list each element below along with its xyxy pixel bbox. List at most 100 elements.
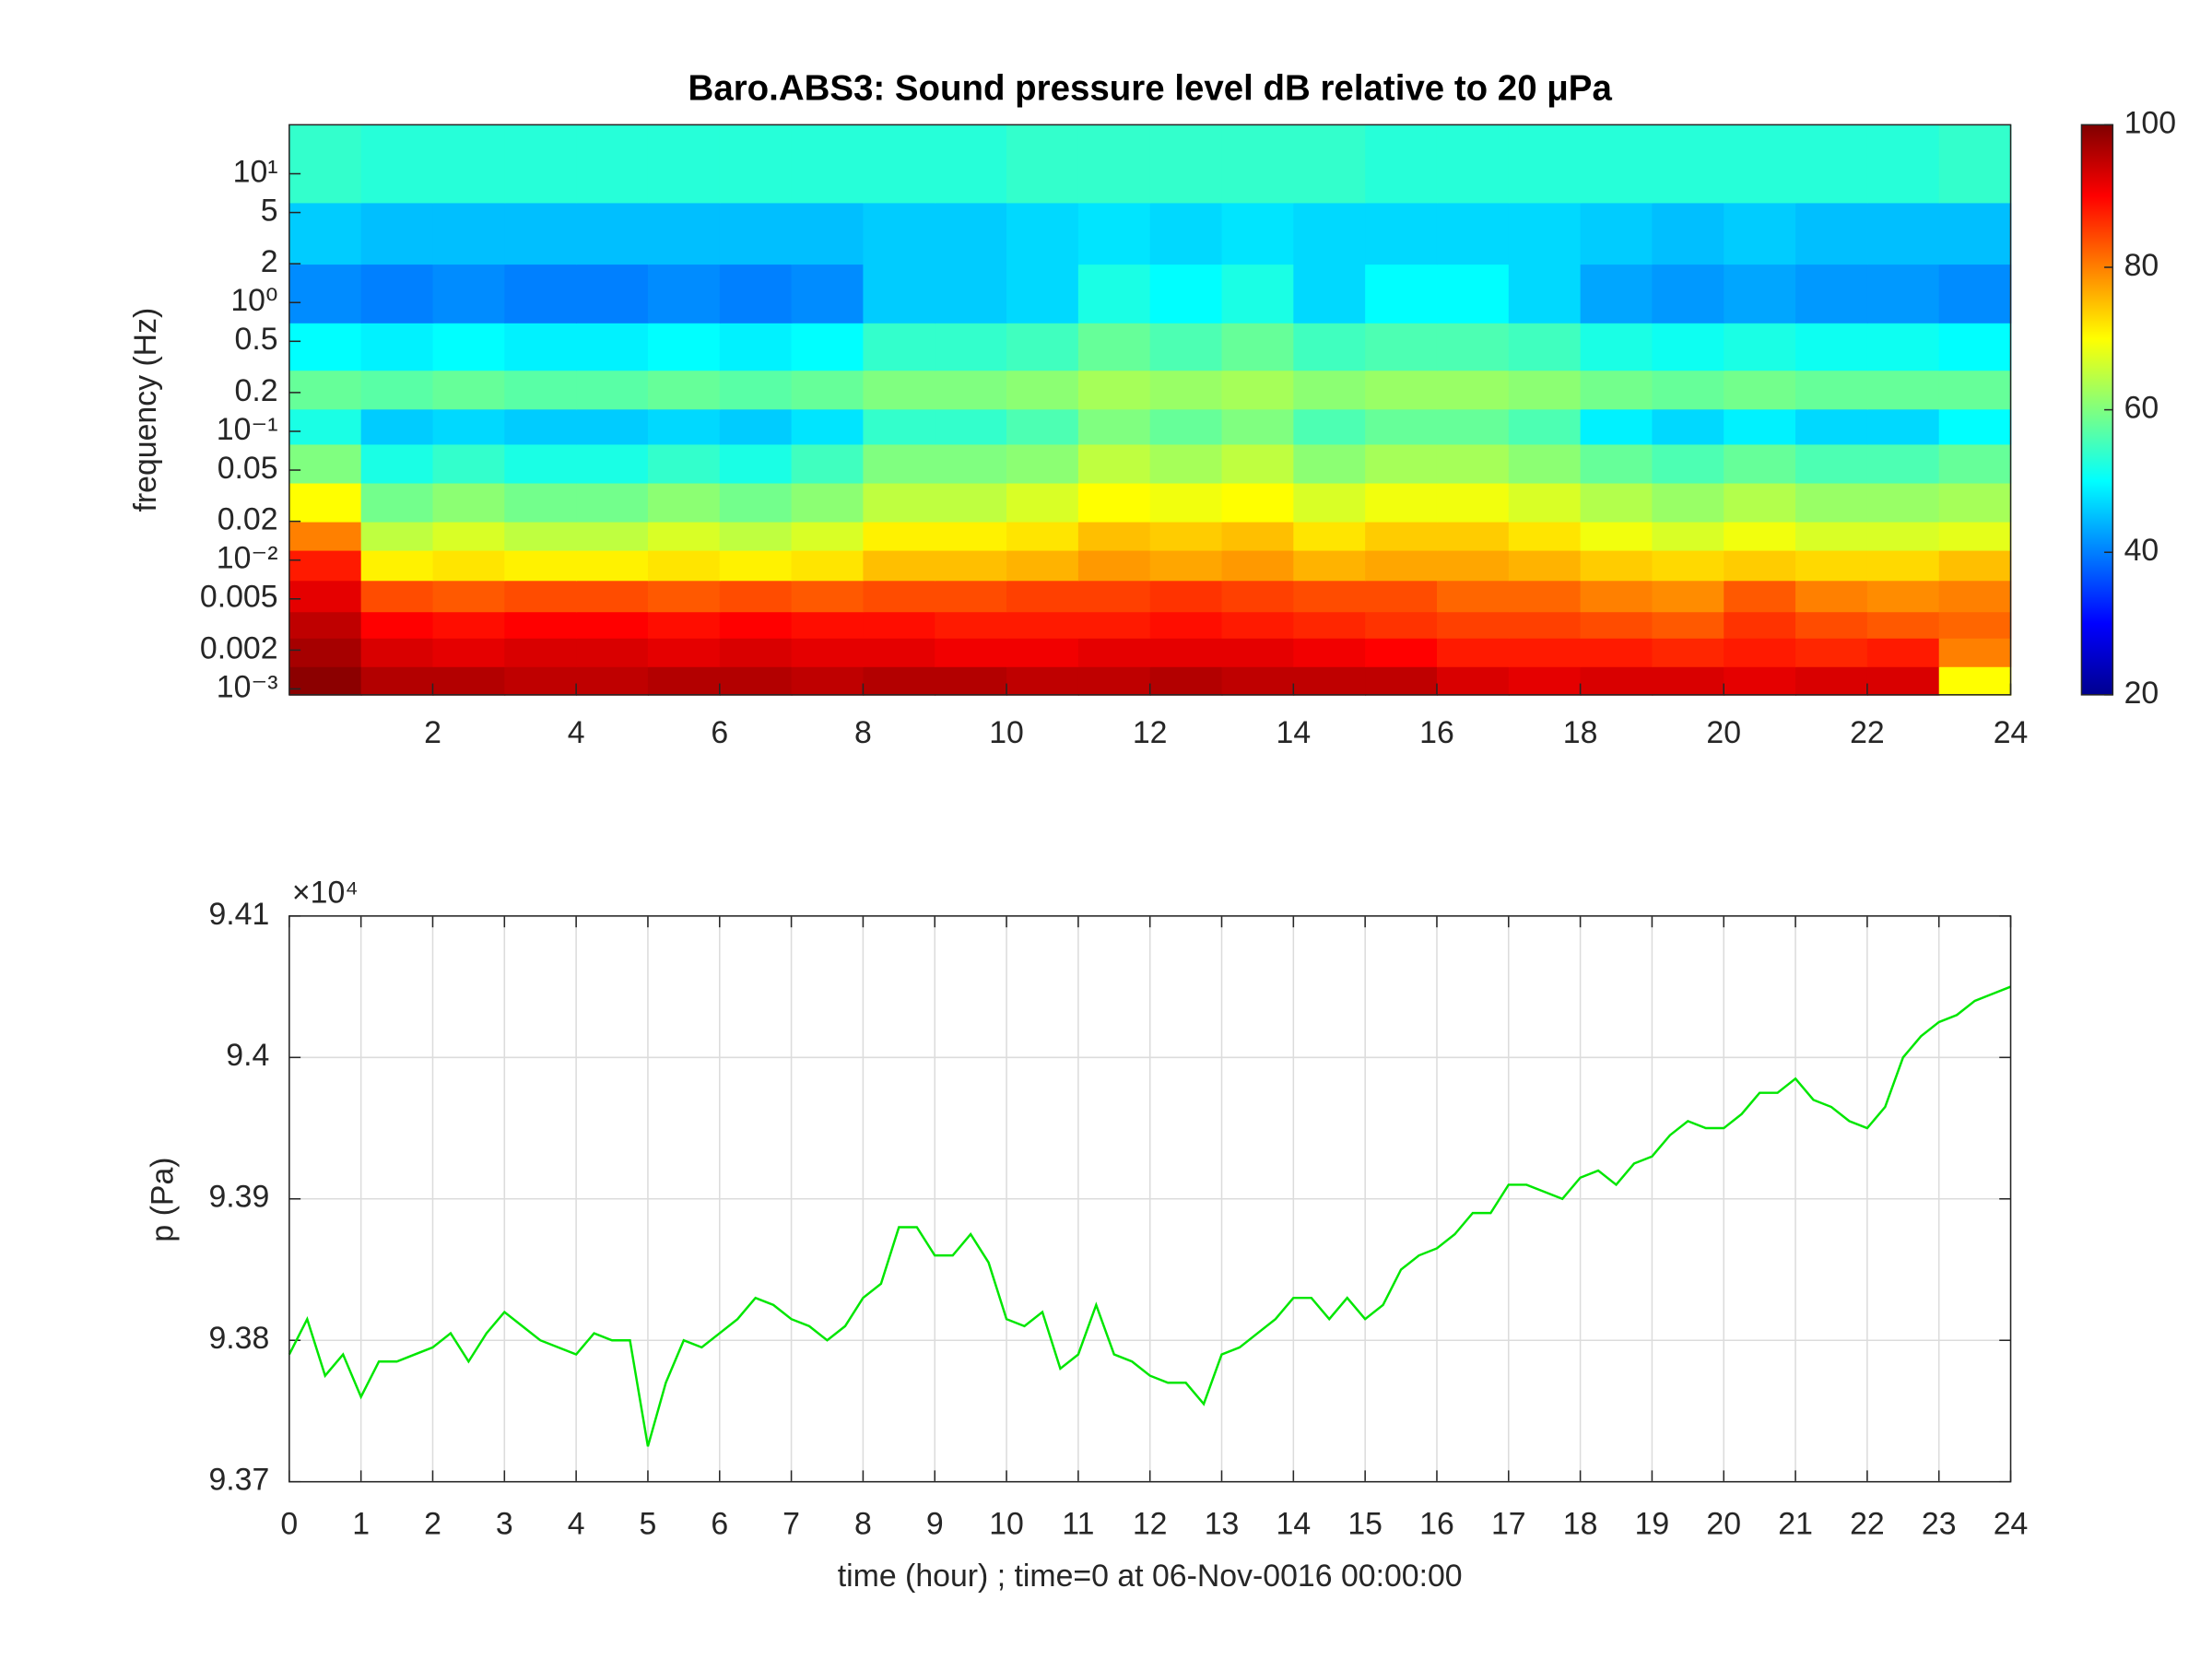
x-tick-label: 7 [782,1506,800,1541]
x-tick-label: 12 [1133,715,1168,750]
cell [1293,408,1367,445]
cell [647,611,721,639]
cell [1077,443,1151,484]
cell [1795,264,1868,324]
cell [1436,124,1510,204]
cell [1866,370,1940,410]
cell [1006,665,1079,696]
cell [1938,408,2012,445]
y-tick-label: 9.4 [226,1038,269,1073]
cell [1365,665,1438,696]
cell [360,580,434,613]
cell [1006,637,1079,667]
cell [576,443,649,484]
cell [1866,482,1940,523]
cell [791,408,865,445]
cell [1724,521,1796,551]
cell [1580,370,1653,410]
cell [1221,370,1295,410]
y-tick-label: 9.38 [208,1321,269,1356]
cell [1652,521,1725,551]
cell [1938,549,2012,582]
x-tick-label: 6 [711,715,728,750]
cell [719,322,793,371]
cell [504,322,578,371]
cell [1508,549,1582,582]
cell [1580,322,1653,371]
cell [1652,549,1725,582]
cell [576,521,649,551]
cell [1221,665,1295,696]
cell [1652,482,1725,523]
cell [1149,521,1223,551]
cell [504,580,578,613]
cell [360,322,434,371]
x-tick-label: 20 [1706,715,1741,750]
x-tick-label: 16 [1419,1506,1454,1541]
cell [647,549,721,582]
x-tick-label: 3 [496,1506,513,1541]
cell [719,637,793,667]
x-tick-label: 24 [1994,715,2029,750]
cell [1795,202,1868,265]
cell [863,580,936,613]
cell [1652,443,1725,484]
cell [1652,580,1725,613]
cell [791,264,865,324]
cell [647,580,721,613]
cell [863,322,936,371]
cell [1580,202,1653,265]
cell [504,665,578,696]
x-tick-label: 10 [989,715,1024,750]
cell [1436,482,1510,523]
cell [863,408,936,445]
cell [935,637,1007,667]
cell [1149,124,1223,204]
cell [719,202,793,265]
x-tick-label: 9 [926,1506,944,1541]
y-tick-label: 2 [261,244,278,279]
cell [1795,322,1868,371]
cell [1795,443,1868,484]
cell [288,322,362,371]
cell [1293,521,1367,551]
cell [1077,611,1151,639]
y-tick-label: 0.02 [218,502,278,537]
cell [1436,443,1510,484]
cell [1580,521,1653,551]
cell [1221,124,1295,204]
cell [1293,264,1367,324]
x-tick-label: 18 [1563,1506,1598,1541]
y-tick-label: 9.39 [208,1180,269,1215]
cell [1866,264,1940,324]
cell [1365,637,1438,667]
cell [1293,549,1367,582]
cell [504,264,578,324]
cell [1006,482,1079,523]
cell [863,611,936,639]
cell [1508,370,1582,410]
y-tick-label: 10⁻¹ [217,412,278,447]
cell [576,580,649,613]
cell [1293,370,1367,410]
cell [1866,637,1940,667]
cell [1006,580,1079,613]
cell [504,443,578,484]
cell [1221,637,1295,667]
cell [1724,611,1796,639]
cell [1221,202,1295,265]
cell [1365,264,1438,324]
cell [1221,521,1295,551]
cell [1866,443,1940,484]
cell [1724,264,1796,324]
cell [719,521,793,551]
cell [935,580,1007,613]
cell [504,482,578,523]
cell [1436,408,1510,445]
cell [432,549,506,582]
cell [504,408,578,445]
cell [1436,665,1510,696]
cell [1724,322,1796,371]
cell [647,408,721,445]
cell [1006,521,1079,551]
